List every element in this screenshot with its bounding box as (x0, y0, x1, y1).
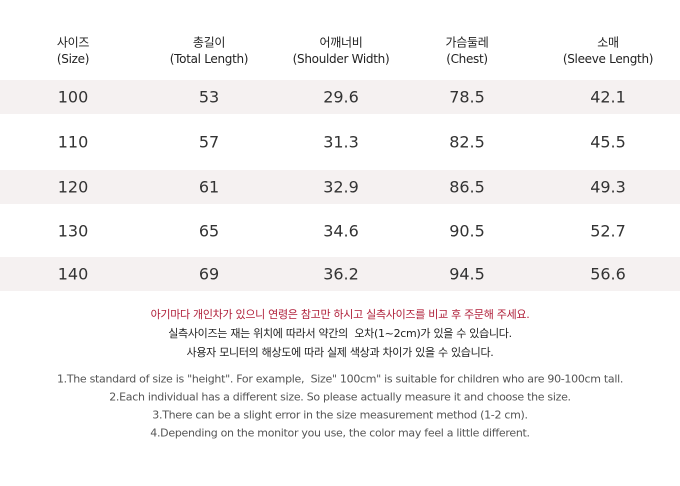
header-english: (Sleeve Length) (562, 52, 654, 66)
table-cell: 32.9 (323, 177, 359, 197)
table-cell: 82.5 (449, 132, 485, 152)
table-cell: 61 (198, 177, 220, 197)
korean-note: 실측사이즈는 재는 위치에 따라서 약간의 오차(1~2cm)가 있을 수 있습… (168, 327, 512, 340)
row-band (0, 80, 680, 114)
table-cell: 140 (57, 264, 89, 284)
english-note: 2.Each individual has a different size. … (109, 390, 571, 404)
header-korean: 가슴둘레 (445, 35, 489, 50)
english-note: 4.Depending on the monitor you use, the … (150, 426, 530, 440)
header-english: (Size) (56, 52, 90, 66)
row-band (0, 257, 680, 291)
table-cell: 94.5 (449, 264, 485, 284)
table-cell: 90.5 (449, 221, 485, 241)
table-cell: 45.5 (590, 132, 626, 152)
table-cell: 34.6 (323, 221, 359, 241)
header-korean: 총길이 (192, 35, 226, 50)
row-band (0, 170, 680, 204)
header-english: (Total Length) (169, 52, 249, 66)
header-english: (Chest) (446, 52, 488, 66)
korean-note: 사용자 모니터의 해상도에 따라 실제 색상과 차이가 있을 수 있습니다. (186, 346, 494, 359)
english-note: 1.The standard of size is "height". For … (56, 372, 624, 386)
table-cell: 100 (57, 87, 89, 107)
table-cell: 31.3 (323, 132, 359, 152)
table-cell: 130 (57, 221, 89, 241)
table-cell: 69 (198, 264, 220, 284)
table-cell: 36.2 (323, 264, 359, 284)
table-cell: 57 (198, 132, 220, 152)
korean-note: 아기마다 개인차가 있으니 연령은 참고만 하시고 실측사이즈를 비교 후 주문… (150, 308, 530, 321)
header-english: (Shoulder Width) (292, 52, 390, 66)
table-cell: 120 (57, 177, 89, 197)
header-korean: 사이즈 (56, 35, 90, 50)
english-note: 3.There can be a slight error in the siz… (152, 408, 528, 422)
table-cell: 49.3 (590, 177, 626, 197)
table-cell: 86.5 (449, 177, 485, 197)
table-cell: 42.1 (590, 87, 626, 107)
table-cell: 78.5 (449, 87, 485, 107)
table-cell: 52.7 (590, 221, 626, 241)
table-cell: 110 (57, 132, 89, 152)
header-korean: 어깨너비 (319, 35, 363, 50)
table-cell: 56.6 (590, 264, 626, 284)
table-cell: 65 (198, 221, 220, 241)
table-cell: 53 (198, 87, 220, 107)
table-cell: 29.6 (323, 87, 359, 107)
header-korean: 소매 (597, 35, 619, 50)
